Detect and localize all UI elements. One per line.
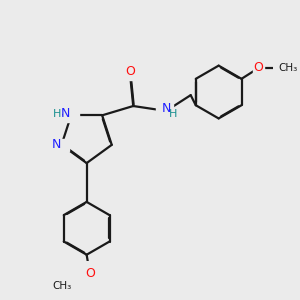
Text: CH₃: CH₃ bbox=[53, 281, 72, 291]
Text: O: O bbox=[85, 267, 95, 280]
Text: H: H bbox=[53, 109, 61, 119]
Text: CH₃: CH₃ bbox=[279, 63, 298, 73]
Text: H: H bbox=[169, 109, 177, 119]
Text: O: O bbox=[254, 61, 263, 74]
Bar bbox=[63, 109, 79, 122]
Bar bbox=[156, 104, 173, 117]
Text: N: N bbox=[61, 107, 70, 120]
Text: N: N bbox=[162, 102, 172, 115]
Bar bbox=[84, 268, 95, 279]
Text: N: N bbox=[52, 138, 62, 151]
Bar bbox=[125, 70, 136, 80]
Bar bbox=[54, 139, 69, 151]
Bar bbox=[253, 62, 264, 74]
Text: O: O bbox=[125, 65, 135, 78]
